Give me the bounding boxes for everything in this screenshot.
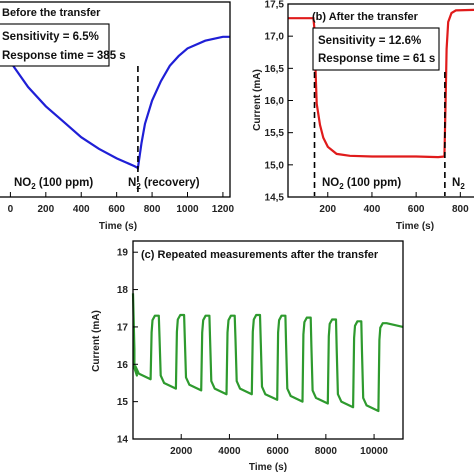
panel-b-y-tick-label: 15,0 [265,160,285,171]
panel-c-x-tick-label: 2000 [170,446,193,457]
panel-c-y-tick-label: 19 [117,248,129,259]
panel-b-y-axis-label: Current (mA) [252,69,263,131]
panel-b-x-tick-label: 200 [319,204,336,215]
panel-a-x-tick-label: 600 [108,204,125,215]
panel-c-y-tick-label: 17 [117,322,129,333]
panel-b-x-tick-label: 400 [364,204,381,215]
panel-b-x-axis-label: Time (s) [396,221,434,232]
panel-a-x-tick-label: 1200 [212,204,235,215]
panel-a-annotation-line-2: Response time = 385 s [2,50,126,62]
panel-a-annotation-line-1: Sensitivity = 6.5% [2,31,99,43]
panel-c-series-line [131,293,404,413]
panel-b-series-line [288,8,474,159]
panel-b-annotation-line-1: Sensitivity = 12.6% [318,35,421,47]
panel-a-phase-label-no2: NO2 (100 ppm) [14,177,93,191]
panel-c-y-axis-label: Current (mA) [91,310,102,372]
panel-b-annotation-box [312,27,440,71]
panel-a-phase-label-n2: N2 (recovery) [128,177,200,191]
panel-b-annotation-line-2: Response time = 61 s [318,53,435,65]
panel-a-title: Before the transfer [2,7,101,19]
panel-b-y-tick-label: 16,0 [265,96,285,107]
panel-a-x-tick-label: 800 [144,204,161,215]
panel-b-x-tick-label: 600 [408,204,425,215]
panel-a: 0 200 400 600 800 1000 1200 Before the transfe… [0,1,235,232]
panel-a-x-tick-label: 400 [73,204,90,215]
panel-b-phase-label-no2: NO2 (100 ppm) [322,177,401,191]
panel-a-x-tick-label: 200 [37,204,54,215]
panel-c-title: (c) Repeated measurements after the tran… [141,249,379,261]
panel-a-frame [0,1,231,198]
panel-c-y-tick-label: 14 [117,435,129,446]
panel-c: 2000 4000 6000 8000 10000 14 15 16 17 18 19 (c) Re… [91,240,404,473]
panel-c-x-tick-label: 8000 [315,446,338,457]
panel-c-y-tick-label: 18 [117,285,129,296]
panel-b-phase-label-n2: N2 [452,177,465,191]
panel-c-x-axis-label: Time (s) [249,462,287,473]
panel-c-x-tick-label: 6000 [267,446,290,457]
panel-c-y-tick-label: 16 [117,360,129,371]
panel-c-x-tick-label: 10000 [360,446,388,457]
panel-b-y-tick-label: 17,5 [265,0,285,11]
panel-b-title: (b) After the transfer [312,11,419,23]
panel-a-x-tick-label: 1000 [176,204,199,215]
panel-a-series-line [0,35,230,170]
panel-c-frame [132,240,404,440]
panel-b-x-tick-label: 800 [452,204,469,215]
panel-c-y-tick-label: 15 [117,397,129,408]
panel-b-y-tick-label: 16,5 [265,64,285,75]
panel-c-x-tick-label: 4000 [218,446,241,457]
panel-a-x-tick-label: 0 [8,204,14,215]
panel-b-y-tick-label: 17,0 [265,32,285,43]
panel-b-y-tick-label: 15,5 [265,128,285,139]
panel-b: 200 400 600 800 14,5 15,0 15,5 16,0 16,5 17,0 17,5… [252,0,474,232]
panel-a-x-axis-label: Time (s) [99,221,137,232]
panel-b-y-tick-label: 14,5 [265,193,285,204]
panel-a-annotation-box [0,23,110,67]
